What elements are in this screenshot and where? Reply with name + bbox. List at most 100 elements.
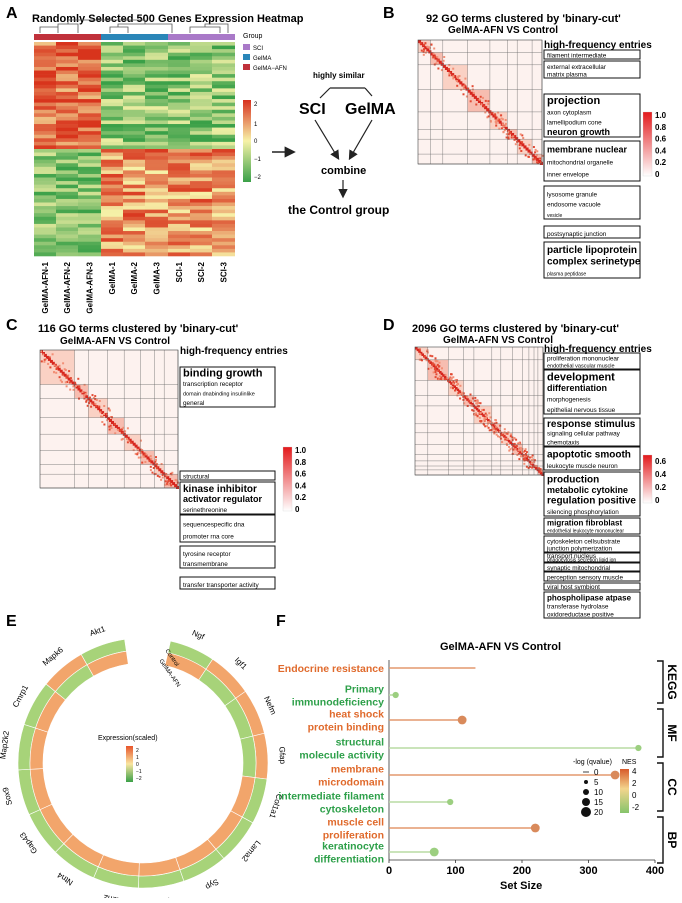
diagonal-cell [439, 371, 442, 374]
nes-legend-ticks: 4 2 0 -2 [632, 767, 640, 812]
panel-a-group-bar [34, 34, 235, 40]
similarity-cell [169, 482, 172, 485]
similarity-cell [461, 391, 463, 394]
diagonal-cell [418, 350, 421, 353]
similarity-cell [65, 376, 68, 379]
gene-label: Map2k2 [0, 730, 11, 760]
similarity-cell [516, 454, 519, 456]
heatmap-cell [145, 49, 168, 53]
heatmap-cell [123, 84, 145, 89]
heatmap-cell [123, 66, 145, 71]
heatmap-cell [78, 74, 101, 78]
similarity-cell [494, 113, 497, 116]
diagonal-cell [471, 93, 475, 97]
heatmap-cell [78, 252, 101, 257]
similarity-cell [126, 427, 129, 430]
heatmap-cell [145, 213, 168, 218]
similarity-cell [462, 93, 465, 96]
lollipop-point [429, 847, 439, 857]
diagonal-cell [467, 89, 471, 93]
term-box [543, 446, 641, 471]
heatmap-cell [168, 198, 190, 203]
panel-letter-a: A [6, 5, 18, 22]
similarity-cell [494, 419, 497, 421]
heatmap-cell [168, 159, 190, 164]
heatmap-cell [145, 245, 168, 250]
panel-a: A Randomly Selected 500 Genes Expression… [6, 5, 304, 314]
term-line: serinethreonine [183, 507, 228, 514]
similarity-cell [500, 434, 502, 437]
heatmap-cell [145, 66, 168, 71]
heatmap-cell [212, 216, 235, 221]
heatmap-cell [123, 241, 145, 246]
similarity-cell [502, 131, 505, 134]
heatmap-cell [145, 170, 168, 175]
similarity-cell [68, 381, 71, 384]
similarity-cell [40, 360, 43, 363]
heatmap-cell [123, 206, 145, 210]
diagonal-cell [174, 484, 178, 488]
similarity-cell [122, 426, 125, 429]
heatmap-cell [56, 166, 78, 171]
similarity-cell [507, 136, 510, 139]
flow-left-label: SCI [299, 101, 326, 118]
heatmap-cell [34, 152, 56, 157]
similarity-cell [519, 133, 522, 136]
heatmap-cell [78, 191, 101, 196]
diagonal-cell [482, 414, 485, 417]
heatmap-cell [123, 127, 145, 132]
similarity-cell [476, 402, 479, 405]
diagonal-cell [85, 395, 89, 399]
term-line: filament intermediate [547, 53, 607, 60]
heatmap-cell [78, 216, 101, 221]
size-legend-mark [582, 798, 590, 806]
similarity-cell [126, 441, 129, 444]
similarity-cell [155, 456, 157, 459]
heatmap-cell [123, 95, 145, 100]
heatmap-cell [78, 49, 101, 53]
similarity-cell [523, 450, 526, 452]
heatmap-cell [34, 202, 56, 207]
heatmap-cell [34, 245, 56, 250]
heatmap-cell [56, 181, 78, 185]
similarity-cell [486, 425, 489, 428]
lollipop-point [392, 691, 399, 699]
term-box [543, 352, 641, 370]
heatmap-cell [101, 227, 123, 232]
category-label: Endocrine resistance [278, 663, 384, 675]
similarity-cell [497, 119, 500, 122]
similarity-cell [487, 421, 490, 423]
diagonal-cell [469, 401, 472, 404]
heatmap-cell [78, 59, 101, 64]
term-line: chemotaxis [547, 439, 579, 446]
similarity-cell [530, 458, 533, 461]
similarity-cell [503, 428, 506, 431]
heatmap-cell [101, 245, 123, 250]
similarity-cell [103, 423, 106, 426]
heatmap-cell [34, 241, 56, 246]
similarity-cell [155, 472, 157, 475]
heatmap-cell [145, 177, 168, 182]
diagonal-cell [525, 457, 528, 460]
similarity-cell [521, 134, 524, 137]
diagonal-cell [519, 451, 522, 454]
diagonal-cell [440, 62, 444, 66]
term-line: kinase inhibitor [183, 484, 257, 495]
lollipop-point [610, 770, 620, 780]
similarity-cell [109, 424, 112, 427]
similarity-cell [491, 421, 493, 424]
flow-arrow-left [314, 119, 340, 161]
heatmap-cell [34, 81, 56, 86]
similarity-cell [450, 377, 453, 380]
heatmap-cell [145, 84, 168, 89]
diagonal-cell [475, 407, 479, 411]
heatmap-cell [145, 109, 168, 114]
heatmap-cell [56, 109, 78, 114]
diagonal-cell [136, 446, 140, 450]
similarity-cell [447, 380, 450, 383]
heatmap-cell [168, 248, 190, 253]
similarity-cell [474, 399, 477, 402]
similarity-cell [479, 412, 482, 415]
similarity-cell [449, 386, 452, 389]
legend-swatch-sci [243, 44, 250, 50]
